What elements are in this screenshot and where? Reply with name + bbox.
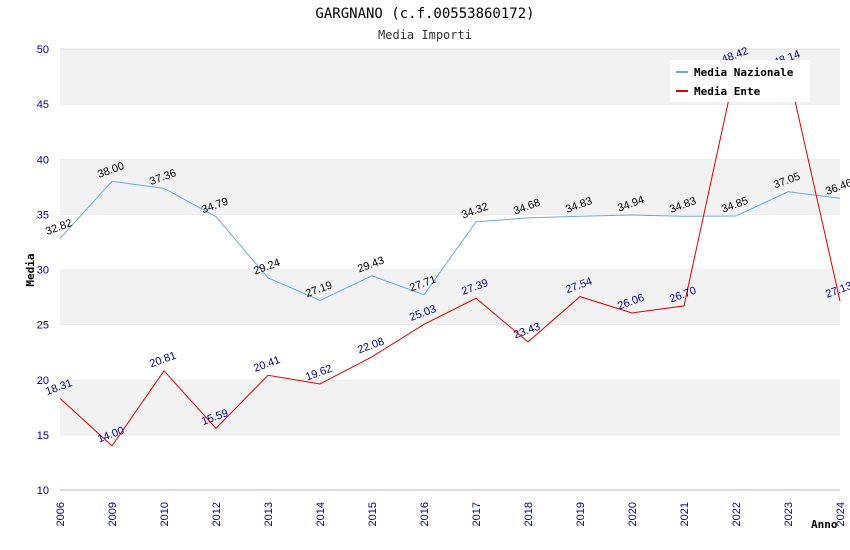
- series-line-0: [59, 180, 841, 302]
- x-tick-label: 2019: [575, 502, 587, 526]
- x-tick-label: 2024: [835, 502, 847, 526]
- legend: Media Nazionale Media Ente: [670, 60, 810, 102]
- grid-band: [60, 214, 840, 270]
- chart-title: GARGNANO (c.f.00553860172): [315, 6, 534, 22]
- grid-bands: [60, 48, 840, 490]
- legend-box: [670, 60, 810, 102]
- chart-subtitle: Media Importi: [378, 28, 472, 42]
- y-tick-label: 35: [37, 209, 49, 221]
- grid-band: [60, 324, 840, 380]
- x-tick-label: 2006: [55, 502, 67, 526]
- x-axis-label: Anno: [811, 518, 838, 531]
- legend-entry: Media Ente: [694, 85, 761, 98]
- x-tick-label: 2013: [263, 502, 275, 526]
- y-tick-label: 45: [37, 99, 49, 111]
- y-tick-label: 50: [37, 44, 49, 56]
- x-tick-label: 2010: [159, 502, 171, 526]
- grid-band: [60, 379, 840, 435]
- y-axis-ticks: 10 15 20 25 30 35 40 45 50: [37, 44, 49, 497]
- x-tick-label: 2009: [107, 502, 119, 526]
- series-line-1: [59, 65, 841, 447]
- y-tick-label: 40: [37, 154, 49, 166]
- y-tick-label: 10: [37, 485, 49, 497]
- x-tick-label: 2020: [627, 502, 639, 526]
- y-tick-label: 25: [37, 320, 49, 332]
- x-tick-label: 2012: [211, 502, 223, 526]
- x-tick-label: 2018: [523, 502, 535, 526]
- y-tick-label: 30: [37, 265, 49, 277]
- y-tick-label: 20: [37, 375, 49, 387]
- x-tick-label: 2015: [367, 502, 379, 526]
- legend-entry: Media Nazionale: [694, 66, 794, 79]
- x-axis-ticks: 2006 2009 2010 2012 2013 2014 2015 2016 2017 2018…: [55, 502, 847, 526]
- x-tick-label: 2016: [419, 502, 431, 526]
- grid-band: [60, 434, 840, 490]
- y-tick-label: 15: [37, 430, 49, 442]
- x-tick-label: 2022: [731, 502, 743, 526]
- x-tick-label: 2014: [315, 502, 327, 526]
- x-tick-label: 2021: [679, 502, 691, 526]
- y-axis-label: Media: [24, 253, 37, 286]
- x-tick-label: 2017: [471, 502, 483, 526]
- grid-band: [60, 269, 840, 325]
- x-tick-label: 2023: [783, 502, 795, 526]
- grid-band: [60, 104, 840, 160]
